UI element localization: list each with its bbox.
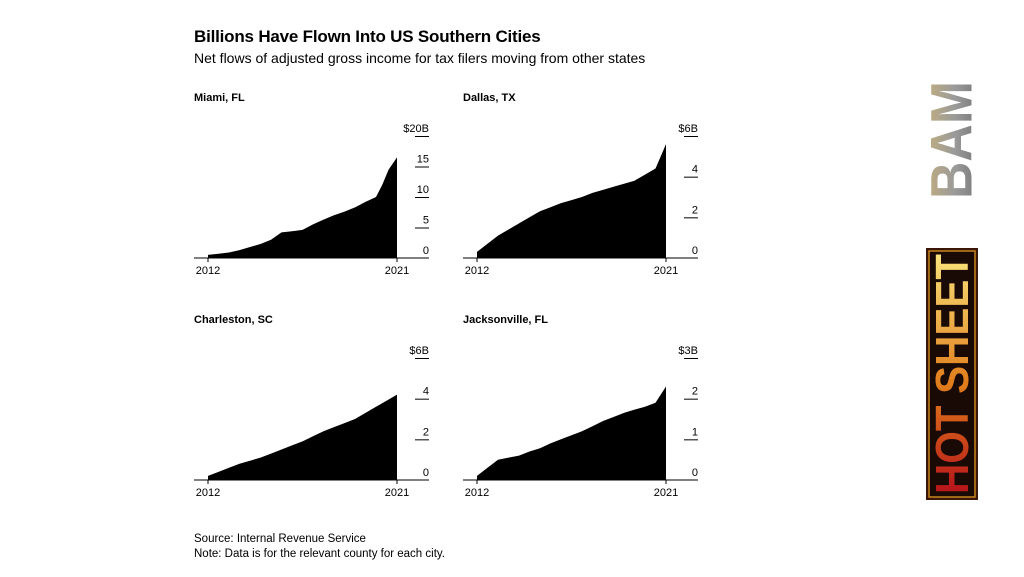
y-tick-label-dallas: $6B [678,123,698,135]
panel-title-miami: Miami, FL [194,92,245,104]
y-tick-label-charleston: 4 [423,386,429,398]
x-tick-label-charleston: 2012 [196,487,220,499]
hot-sheet-logo: HOT SHEET [926,248,978,500]
x-tick-label-jacksonville: 2012 [465,487,489,499]
source-note: Source: Internal Revenue Service [194,533,366,545]
svg-text:BAM: BAM [925,81,979,199]
y-tick-label-dallas: 4 [692,164,698,176]
y-tick-label-dallas: 2 [692,204,698,216]
area-dallas [477,144,666,258]
y-tick-label-jacksonville: 0 [692,467,698,479]
y-tick-label-charleston: $6B [409,345,429,357]
y-tick-label-charleston: 2 [423,426,429,438]
y-tick-label-jacksonville: 1 [692,426,698,438]
x-tick-label-dallas: 2012 [465,265,489,277]
data-note: Note: Data is for the relevant county fo… [194,548,445,560]
y-tick-label-miami: 5 [423,215,429,227]
y-tick-label-jacksonville: $3B [678,345,698,357]
area-jacksonville [477,386,666,480]
area-miami [208,157,397,258]
panel-title-charleston: Charleston, SC [194,314,273,326]
x-tick-label-charleston: 2021 [385,487,409,499]
y-tick-label-jacksonville: 2 [692,386,698,398]
chart-subtitle: Net flows of adjusted gross income for t… [194,50,646,66]
panel-title-dallas: Dallas, TX [463,92,516,104]
y-tick-label-miami: 15 [417,154,429,166]
panel-title-jacksonville: Jacksonville, FL [463,314,548,326]
y-tick-label-dallas: 0 [692,245,698,257]
y-tick-label-miami: 10 [417,184,429,196]
bam-logo: BAM [925,81,979,199]
y-tick-label-charleston: 0 [423,467,429,479]
area-charleston [208,394,397,480]
x-tick-label-miami: 2012 [196,265,220,277]
x-tick-label-jacksonville: 2021 [654,487,678,499]
y-tick-label-miami: 0 [423,245,429,257]
svg-text:HOT SHEET: HOT SHEET [926,254,978,494]
x-tick-label-dallas: 2021 [654,265,678,277]
y-tick-label-miami: $20B [403,123,429,135]
chart-title: Billions Have Flown Into US Southern Cit… [194,27,541,46]
x-tick-label-miami: 2021 [385,265,409,277]
